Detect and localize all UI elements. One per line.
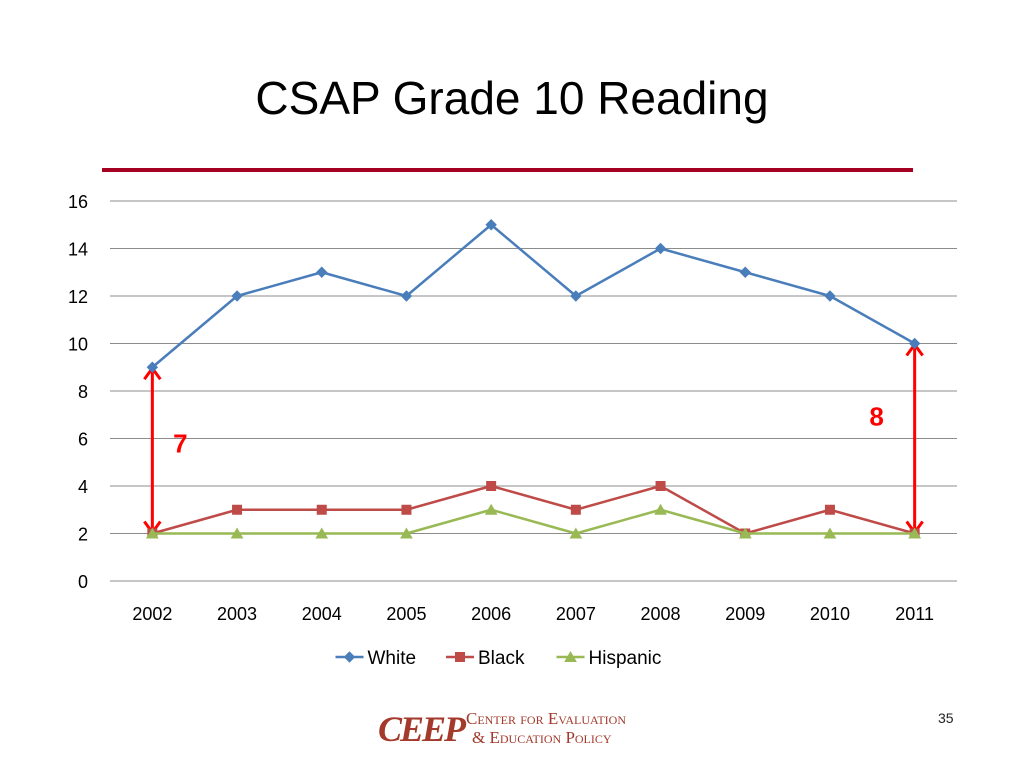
data-point-black [824,504,835,515]
data-point-hispanic [145,527,159,539]
data-point-black [401,504,412,515]
x-tick-label: 2011 [895,604,934,624]
grid-lines [110,200,957,582]
data-point-hispanic [400,527,413,539]
legend-swatch-marker [455,652,465,662]
data-point-white [654,242,667,255]
x-tick-label: 2002 [132,604,172,624]
y-tick-label: 14 [68,240,88,260]
slide-title: CSAP Grade 10 Reading [255,72,769,124]
series-hispanic [145,503,922,539]
data-point-hispanic [230,527,244,539]
y-axis-tick-labels: 0 2 4 6 8 10 12 14 16 [68,192,88,592]
x-tick-label: 2003 [217,604,257,624]
series-white [146,219,921,373]
y-tick-label: 6 [78,430,88,450]
x-tick-label: 2008 [641,604,681,624]
legend-swatch-marker [343,651,356,663]
gap-label: 7 [173,428,187,458]
series-lines [145,219,922,539]
data-point-white [485,219,497,231]
data-point-white [316,266,328,278]
y-tick-label: 0 [78,572,88,592]
data-point-hispanic [654,503,667,515]
data-point-hispanic [738,527,752,539]
data-point-hispanic [908,527,922,539]
series-line-white [151,223,916,369]
legend-label: White [368,648,417,669]
series-black [147,481,920,539]
logo-mark: CEEP [378,709,466,749]
y-tick-label: 8 [78,382,88,402]
data-point-hispanic [315,527,329,539]
data-point-white [400,290,413,302]
y-tick-label: 2 [78,525,88,545]
gap-annotation-7: 7 [143,365,188,536]
x-tick-label: 2006 [471,604,511,624]
y-tick-label: 16 [68,192,88,212]
logo-text-line-2: & Education Policy [472,728,612,747]
data-point-black [316,504,327,515]
y-tick-label: 4 [78,477,88,497]
legend-label: Hispanic [589,648,662,669]
legend-label: Black [478,648,525,669]
legend: White Black Hispanic [335,648,662,669]
data-point-hispanic [569,527,583,539]
y-tick-label: 12 [68,287,88,307]
page-number: 35 [938,710,954,726]
logo-text-line-1: Center for Evaluation [466,709,627,728]
gap-annotation-8: 8 [869,341,924,536]
data-point-white [824,290,836,302]
data-point-black [232,504,243,515]
ceep-logo: CEEP Center for Evaluation & Education P… [378,706,658,750]
y-tick-label: 10 [68,335,88,355]
data-point-white [146,361,159,373]
data-point-black [486,481,497,491]
x-tick-label: 2005 [386,604,426,624]
data-point-black [655,481,666,491]
series-line-hispanic [152,508,915,535]
x-tick-label: 2009 [725,604,765,624]
data-point-white [908,337,921,350]
data-point-white [231,290,243,302]
title-divider [102,168,913,172]
data-point-white [739,266,751,278]
x-tick-label: 2010 [810,604,850,624]
data-point-hispanic [823,527,837,539]
data-point-hispanic [484,503,498,515]
x-tick-label: 2004 [302,604,342,624]
legend-item-hispanic: Hispanic [556,648,662,669]
legend-item-black: Black [446,648,525,669]
legend-swatch-marker [564,651,577,662]
legend-item-white: White [335,648,417,669]
x-tick-label: 2007 [556,604,596,624]
gap-label: 8 [869,402,883,432]
series-line-black [152,484,915,535]
data-point-white [570,290,582,302]
x-axis-tick-labels: 2002 2003 2004 2005 2006 2007 2008 2009 2010 2011 [132,604,934,624]
data-point-black [570,504,581,515]
